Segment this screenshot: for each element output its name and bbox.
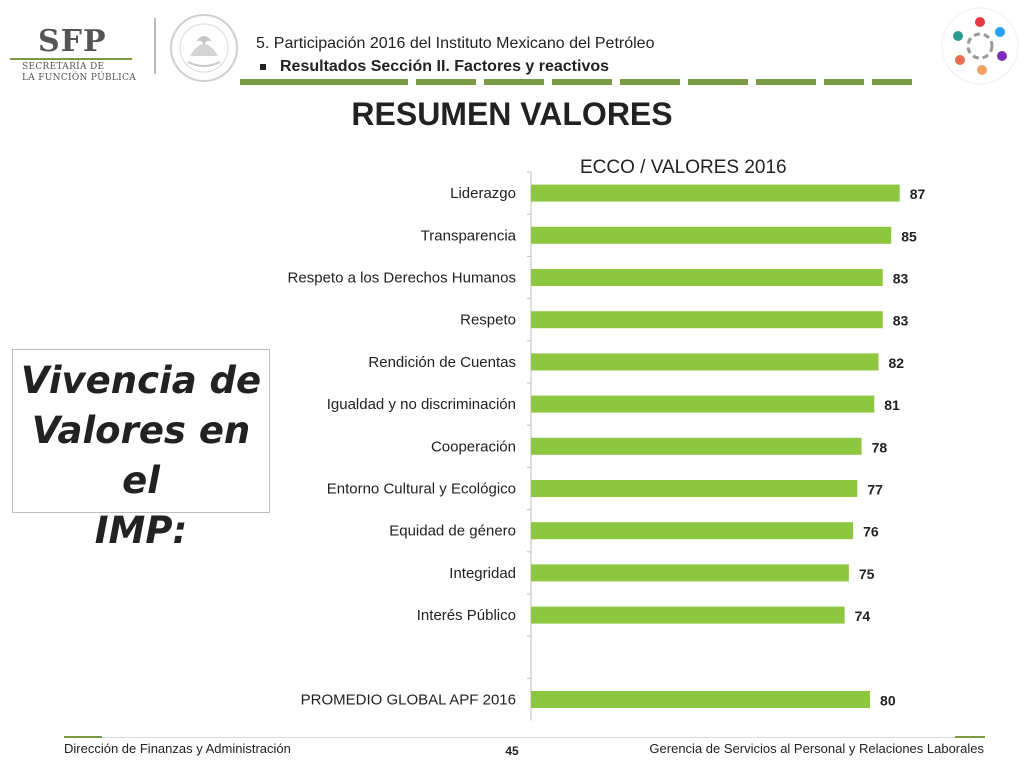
bar bbox=[531, 691, 871, 708]
bar bbox=[531, 564, 849, 582]
category-label: Cooperación bbox=[431, 438, 516, 455]
callout-line-2: Valores en el bbox=[31, 409, 251, 502]
bar bbox=[531, 480, 858, 497]
bar bbox=[531, 269, 883, 286]
category-label: PROMEDIO GLOBAL APF 2016 bbox=[301, 692, 516, 709]
sfp-logo-text: SFP bbox=[38, 24, 107, 59]
chart-body: Liderazgo 87 Transparencia 85 Respeto a los … bbox=[288, 171, 926, 721]
subsection-line: Resultados Sección II. Factores y reacti… bbox=[260, 58, 609, 76]
bar bbox=[531, 311, 883, 329]
category-label: Igualdad y no discriminación bbox=[327, 396, 516, 413]
category-label: Transparencia bbox=[421, 227, 517, 244]
data-label: 78 bbox=[872, 439, 888, 455]
callout-box bbox=[12, 349, 270, 513]
footer-rule bbox=[64, 737, 985, 738]
bar bbox=[531, 437, 862, 455]
data-label: 80 bbox=[880, 693, 896, 709]
page-number: 45 bbox=[505, 744, 519, 758]
sfp-subtitle-line2: LA FUNCIÓN PÚBLICA bbox=[22, 73, 137, 83]
norma-logo-icon bbox=[941, 7, 1019, 85]
bar bbox=[531, 606, 845, 624]
subsection-text: Resultados Sección II. Factores y reacti… bbox=[280, 58, 610, 75]
bar bbox=[531, 184, 900, 202]
callout-line-1: Vivencia de bbox=[20, 359, 262, 402]
bar bbox=[531, 226, 892, 244]
header-accent-bar bbox=[240, 79, 940, 85]
header-separator bbox=[154, 18, 156, 74]
footer-accent-left bbox=[64, 736, 102, 738]
category-label: Respeto a los Derechos Humanos bbox=[288, 270, 516, 287]
data-label: 76 bbox=[863, 524, 879, 540]
sfp-logo-subtitle: SECRETARÍA DE LA FUNCIÓN PÚBLICA bbox=[22, 62, 136, 84]
sfp-logo-divider bbox=[10, 58, 132, 60]
bar bbox=[531, 395, 875, 413]
callout-line-3: IMP: bbox=[94, 509, 188, 552]
category-label: Entorno Cultural y Ecológico bbox=[327, 481, 516, 498]
callout-text: Vivencia de Valores en el IMP: bbox=[12, 356, 270, 556]
data-label: 87 bbox=[910, 186, 926, 202]
data-label: 85 bbox=[901, 228, 917, 244]
category-label: Respeto bbox=[460, 312, 516, 329]
data-label: 81 bbox=[884, 397, 900, 413]
data-label: 74 bbox=[855, 608, 871, 624]
data-label: 83 bbox=[893, 271, 909, 287]
bar bbox=[531, 353, 879, 371]
values-bar-chart: ECCO / VALORES 2016 Liderazgo 87 Transpare… bbox=[288, 157, 926, 721]
data-label: 77 bbox=[867, 482, 883, 498]
bullet-icon bbox=[260, 63, 266, 70]
footer-right-text: Gerencia de Servicios al Personal y Rela… bbox=[649, 741, 984, 756]
footer-accent-right bbox=[955, 736, 985, 738]
category-label: Rendición de Cuentas bbox=[368, 354, 516, 371]
footer-left-text: Dirección de Finanzas y Administración bbox=[64, 741, 291, 756]
page-title: RESUMEN VALORES bbox=[351, 96, 673, 132]
seal-icon bbox=[170, 14, 238, 82]
data-label: 75 bbox=[859, 566, 875, 582]
bar bbox=[531, 522, 854, 540]
sfp-subtitle-line1: SECRETARÍA DE bbox=[22, 62, 105, 72]
category-label: Integridad bbox=[449, 565, 516, 582]
category-label: Equidad de género bbox=[389, 523, 516, 540]
category-label: Liderazgo bbox=[450, 185, 516, 202]
chart-title: ECCO / VALORES 2016 bbox=[580, 157, 787, 178]
data-label: 82 bbox=[889, 355, 905, 371]
category-label: Interés Público bbox=[417, 607, 516, 624]
data-label: 83 bbox=[893, 313, 909, 329]
section-line: 5. Participación 2016 del Instituto Mexi… bbox=[256, 35, 655, 52]
